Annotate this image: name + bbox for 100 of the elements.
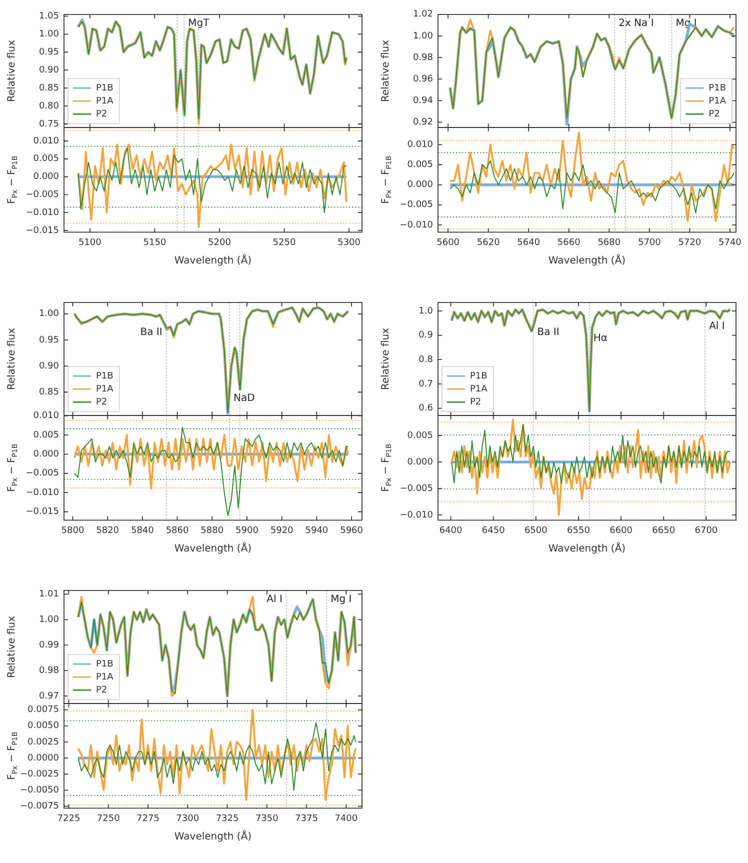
y-tick-label: −0.010 bbox=[26, 208, 60, 218]
y-tick-label: 0.000 bbox=[33, 172, 60, 182]
y-tick-label: 0.005 bbox=[33, 430, 59, 441]
legend-label: P1A bbox=[470, 384, 488, 394]
y-tick-label: 0.92 bbox=[412, 118, 433, 128]
y-tick-label: 0.005 bbox=[407, 160, 433, 170]
x-tick-label: 7275 bbox=[136, 814, 160, 824]
x-tick-label: 5920 bbox=[270, 526, 294, 536]
x-tick-label: 5720 bbox=[678, 238, 702, 248]
x-axis-title: Wavelength (Å) bbox=[174, 254, 252, 267]
x-tick-label: 5660 bbox=[557, 238, 581, 248]
x-tick-label: 5600 bbox=[436, 238, 460, 248]
y-tick-label: 0.000 bbox=[407, 180, 434, 190]
y-tick-label: −0.005 bbox=[400, 200, 433, 210]
x-axis-title: Wavelength (Å) bbox=[174, 542, 252, 555]
y-tick-label: 0.95 bbox=[38, 47, 59, 58]
legend-label: P1A bbox=[708, 96, 727, 106]
y-tick-label: −0.005 bbox=[26, 468, 59, 479]
legend-label: P1B bbox=[96, 659, 114, 670]
x-tick-label: 6650 bbox=[652, 526, 676, 536]
x-tick-label: 5860 bbox=[166, 526, 189, 536]
y-tick-label: −0.005 bbox=[26, 190, 59, 200]
legend-label: P1B bbox=[96, 83, 114, 94]
y-axis-title: Relative flux bbox=[380, 40, 392, 102]
ref-line-label: Hα bbox=[593, 332, 608, 344]
x-tick-label: 5250 bbox=[272, 238, 296, 248]
y-tick-label: 0.0025 bbox=[28, 738, 59, 748]
y-tick-label: 1.00 bbox=[38, 615, 60, 625]
y-tick-label: 0.99 bbox=[38, 640, 60, 650]
ref-line-label: Al I bbox=[709, 320, 725, 332]
y-tick-label: 0.6 bbox=[418, 404, 434, 414]
y-tick-label: 0.7 bbox=[418, 379, 433, 390]
x-tick-label: 5940 bbox=[305, 526, 328, 536]
x-tick-label: 5800 bbox=[61, 526, 84, 536]
y-tick-label: 0.010 bbox=[407, 140, 434, 150]
legend-label: P1A bbox=[96, 672, 114, 682]
x-axis-title: Wavelength (Å) bbox=[174, 830, 252, 843]
y-tick-label: 0.0000 bbox=[28, 754, 60, 764]
x-tick-label: 6450 bbox=[482, 526, 506, 536]
x-tick-label: 7350 bbox=[255, 814, 279, 824]
y-tick-label: 0.80 bbox=[38, 101, 60, 112]
y-tick-label: 0.95 bbox=[38, 335, 59, 346]
x-tick-label: 6700 bbox=[694, 526, 718, 536]
legend-label: P2 bbox=[96, 109, 108, 120]
legend-label: P1A bbox=[96, 384, 114, 394]
y-tick-label: 0.98 bbox=[38, 666, 60, 676]
y-tick-label: 0.010 bbox=[33, 411, 60, 422]
ref-line-label: Ba II bbox=[537, 326, 560, 338]
x-tick-label: 5200 bbox=[208, 238, 232, 248]
y-tick-label: 0.000 bbox=[33, 450, 60, 460]
y-tick-label: −0.0025 bbox=[20, 770, 59, 780]
x-tick-label: 7400 bbox=[334, 814, 358, 824]
y-tick-label: 0.75 bbox=[38, 119, 59, 130]
y-tick-label: 1.00 bbox=[412, 31, 434, 42]
x-tick-label: 5640 bbox=[517, 238, 540, 248]
x-axis-title: Wavelength (Å) bbox=[548, 542, 626, 555]
y-axis-title: Relative flux bbox=[6, 616, 18, 678]
y-tick-label: 1.0 bbox=[418, 306, 434, 316]
legend-label: P1A bbox=[96, 96, 114, 106]
legend-label: P2 bbox=[708, 109, 720, 120]
x-tick-label: 5880 bbox=[200, 526, 224, 536]
y-tick-label: 0.98 bbox=[412, 52, 434, 63]
x-axis-title: Wavelength (Å) bbox=[548, 254, 626, 267]
y-tick-label: 0.005 bbox=[407, 431, 433, 442]
ref-line-label: MgT bbox=[188, 18, 210, 29]
y-tick-label: 0.96 bbox=[412, 74, 434, 84]
legend-label: P2 bbox=[96, 685, 108, 696]
ref-line-label: NaD bbox=[234, 392, 256, 404]
x-tick-label: 5700 bbox=[638, 238, 662, 248]
y-tick-label: 0.94 bbox=[412, 96, 434, 106]
x-tick-label: 6550 bbox=[567, 526, 590, 536]
y-tick-label: 1.05 bbox=[38, 12, 59, 22]
x-tick-label: 6600 bbox=[610, 526, 633, 536]
y-tick-label: 0.010 bbox=[33, 136, 60, 147]
y-axis-title: Relative flux bbox=[380, 328, 392, 390]
legend-label: P2 bbox=[96, 397, 108, 408]
x-tick-label: 5900 bbox=[236, 526, 259, 536]
x-tick-label: 7225 bbox=[57, 814, 80, 824]
y-tick-label: −0.010 bbox=[400, 510, 434, 520]
x-tick-label: 5150 bbox=[143, 238, 166, 248]
y-axis-title: Relative flux bbox=[6, 328, 18, 390]
y-tick-label: −0.0050 bbox=[20, 786, 60, 796]
ref-line-label: Al I bbox=[266, 594, 282, 605]
legend-label: P1B bbox=[96, 371, 114, 382]
x-tick-label: 5960 bbox=[340, 526, 364, 536]
y-tick-label: −0.005 bbox=[400, 484, 433, 494]
x-tick-label: 6500 bbox=[524, 526, 548, 536]
x-tick-label: 5740 bbox=[718, 238, 742, 248]
legend-label: P1B bbox=[708, 83, 726, 94]
legend-label: P2 bbox=[470, 397, 482, 408]
x-tick-label: 5100 bbox=[78, 238, 102, 248]
y-tick-label: 0.9 bbox=[418, 330, 434, 341]
x-tick-label: 6400 bbox=[439, 526, 462, 536]
ref-line-label: 2x Na I bbox=[618, 18, 654, 29]
ref-line-label: Ba II bbox=[140, 326, 162, 338]
legend-label: P1B bbox=[470, 371, 488, 382]
y-tick-label: 0.90 bbox=[38, 361, 60, 372]
y-tick-label: 1.00 bbox=[38, 309, 60, 320]
x-tick-label: 5620 bbox=[476, 238, 500, 248]
x-tick-label: 7300 bbox=[176, 814, 200, 824]
